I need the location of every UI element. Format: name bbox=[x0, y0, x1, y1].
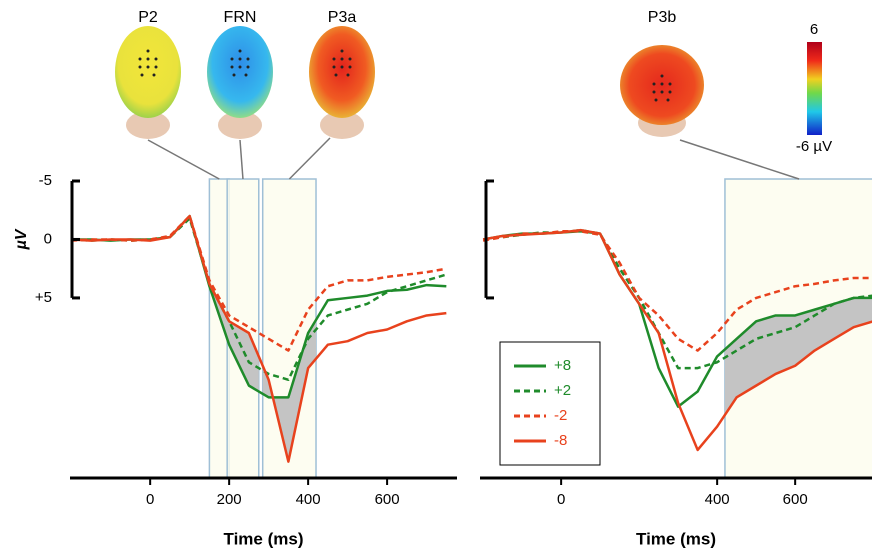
connector bbox=[288, 137, 331, 180]
electrode bbox=[154, 57, 158, 61]
x-tick-label: 0 bbox=[557, 491, 565, 508]
electrode bbox=[348, 65, 352, 69]
difference-shading bbox=[724, 297, 872, 415]
electrode bbox=[152, 73, 156, 77]
plot bbox=[482, 178, 872, 479]
electrode bbox=[660, 82, 664, 86]
electrode bbox=[346, 73, 350, 77]
x-axis-label: Time (ms) bbox=[224, 529, 304, 548]
electrode bbox=[660, 90, 664, 94]
electrode bbox=[668, 82, 672, 86]
electrode bbox=[668, 90, 672, 94]
colorbar bbox=[807, 42, 822, 135]
legend-label: +2 bbox=[554, 382, 571, 399]
window-label: P3b bbox=[648, 9, 677, 26]
electrode bbox=[652, 90, 656, 94]
y-tick-label: +5 bbox=[35, 289, 52, 306]
erp-line bbox=[482, 228, 872, 452]
electrode bbox=[334, 73, 338, 77]
electrode bbox=[238, 65, 242, 69]
electrode bbox=[654, 98, 658, 102]
x-tick-label: 600 bbox=[783, 491, 808, 508]
legend-label: +8 bbox=[554, 357, 571, 374]
head-map bbox=[309, 26, 375, 118]
electrode bbox=[230, 57, 234, 61]
electrode bbox=[140, 73, 144, 77]
electrode bbox=[660, 74, 664, 78]
head-face bbox=[126, 111, 170, 139]
electrode bbox=[348, 57, 352, 61]
head-face bbox=[218, 111, 262, 139]
erp-line bbox=[71, 214, 447, 463]
electrode bbox=[146, 49, 150, 53]
x-tick-label: 0 bbox=[146, 491, 154, 508]
electrode bbox=[666, 98, 670, 102]
window-label: P2 bbox=[138, 9, 158, 26]
electrode bbox=[340, 49, 344, 53]
y-tick-label: 0 bbox=[44, 230, 52, 247]
electrode bbox=[652, 82, 656, 86]
electrode bbox=[244, 73, 248, 77]
legend-box bbox=[499, 341, 601, 466]
legend-label: -2 bbox=[554, 407, 567, 424]
electrode bbox=[332, 65, 336, 69]
electrode bbox=[332, 57, 336, 61]
plot bbox=[71, 178, 447, 479]
colorbar-min: -6 µV bbox=[796, 138, 832, 155]
connector bbox=[239, 139, 244, 180]
electrode bbox=[238, 57, 242, 61]
electrode bbox=[146, 65, 150, 69]
x-tick-label: 400 bbox=[705, 491, 730, 508]
head-map bbox=[207, 26, 273, 118]
electrode bbox=[246, 57, 250, 61]
electrode bbox=[232, 73, 236, 77]
colorbar-max: 6 bbox=[810, 21, 818, 38]
electrode bbox=[138, 65, 142, 69]
x-tick-label: 200 bbox=[217, 491, 242, 508]
legend-label: -8 bbox=[554, 432, 567, 449]
x-tick-label: 600 bbox=[375, 491, 400, 508]
electrode bbox=[246, 65, 250, 69]
electrode bbox=[340, 57, 344, 61]
electrode bbox=[340, 65, 344, 69]
window-label: FRN bbox=[224, 9, 257, 26]
connector bbox=[147, 139, 220, 180]
head-face bbox=[320, 111, 364, 139]
electrode bbox=[230, 65, 234, 69]
connector bbox=[679, 139, 800, 180]
head-map bbox=[115, 26, 181, 118]
electrode bbox=[138, 57, 142, 61]
y-tick-label: -5 bbox=[39, 172, 52, 189]
electrode bbox=[146, 57, 150, 61]
x-tick-label: 400 bbox=[296, 491, 321, 508]
electrode bbox=[238, 49, 242, 53]
x-axis-label: Time (ms) bbox=[636, 529, 716, 548]
electrode bbox=[154, 65, 158, 69]
y-axis-label: µV bbox=[13, 228, 30, 250]
head-maps bbox=[115, 26, 704, 139]
window-label: P3a bbox=[328, 9, 357, 26]
